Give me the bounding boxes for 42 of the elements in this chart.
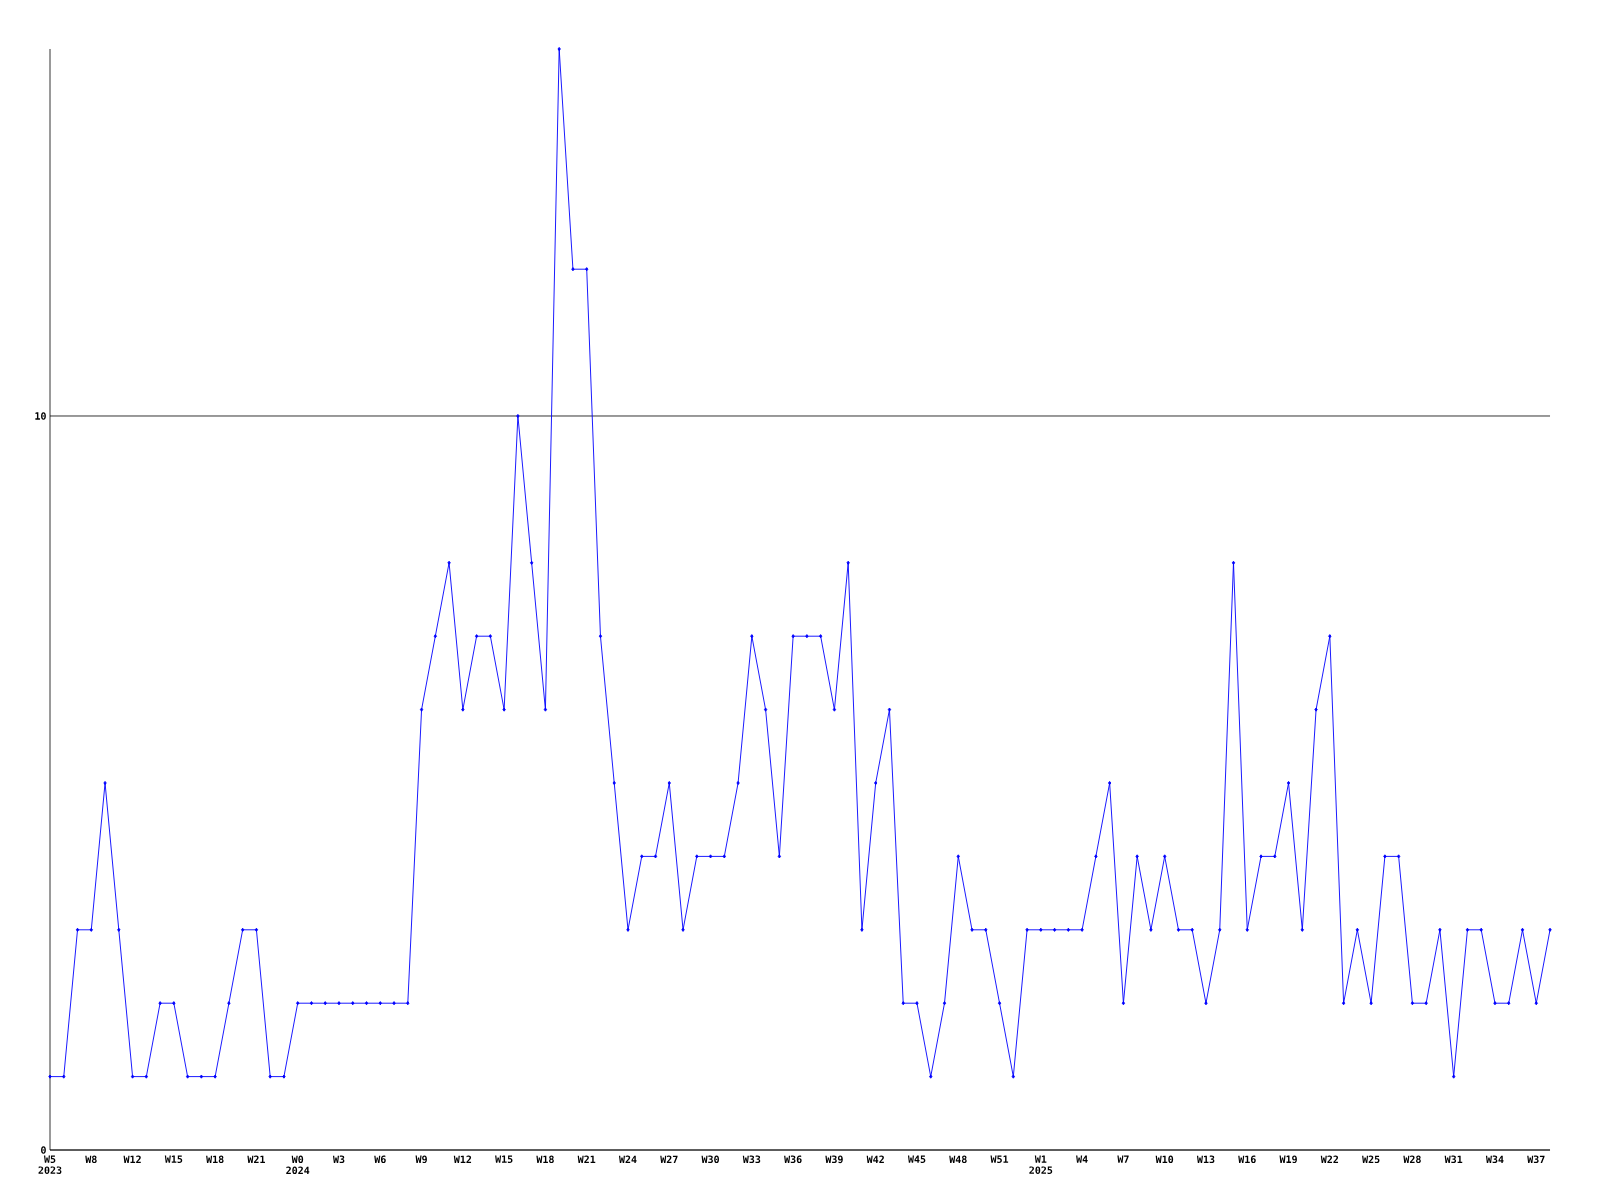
x-tick-label: W36 [784, 1155, 802, 1164]
text: 2024 [286, 1166, 310, 1175]
x-tick-label: W8 [85, 1155, 97, 1164]
text: 2023 [38, 1166, 62, 1174]
y-tick-label: 10 [35, 412, 46, 420]
x-tick-label: W21 [577, 1155, 596, 1163]
x-tick-label: W28 [1403, 1155, 1421, 1164]
x-tick-label: W16 [1238, 1155, 1256, 1164]
x-tick-label: W5 [43, 1155, 56, 1163]
x-tick-label: W6 [374, 1155, 386, 1164]
x-tick-label: W4 [1076, 1155, 1088, 1163]
x-tick-label: W27 [660, 1155, 678, 1163]
x-tick-label: W48 [949, 1155, 967, 1164]
x-tick-label: W39 [825, 1155, 843, 1164]
x-tick-label: W1 [1034, 1155, 1047, 1163]
x-tick-label: W12 [123, 1155, 141, 1163]
x-tick-label: W7 [1117, 1155, 1129, 1163]
x-tick-label: W24 [618, 1155, 637, 1163]
x-tick-label: W15 [164, 1155, 183, 1163]
x-tick-label: W10 [1155, 1155, 1174, 1164]
y-tick-label: 0 [41, 1146, 46, 1154]
x-tick-label: W0 [291, 1155, 304, 1164]
x-tick-label: W19 [1279, 1155, 1297, 1164]
x-tick-label: W37 [1527, 1155, 1545, 1164]
x-tick-label: W12 [453, 1155, 472, 1163]
x-tick-label: W33 [742, 1155, 761, 1164]
x-tick-label: W42 [866, 1155, 884, 1163]
x-tick-label: W21 [247, 1155, 265, 1163]
x-tick-label: W51 [990, 1155, 1009, 1163]
text: 2025 [1029, 1166, 1053, 1174]
x-tick-label: W13 [1196, 1155, 1215, 1164]
x-tick-label: W18 [536, 1155, 554, 1164]
x-tick-label: W15 [495, 1155, 513, 1163]
x-tick-label: W25 [1362, 1155, 1380, 1164]
x-tick-label: W18 [206, 1155, 224, 1164]
x-tick-label: W45 [907, 1155, 926, 1163]
x-tick-label: W30 [701, 1155, 719, 1164]
x-tick-label: W31 [1444, 1155, 1463, 1164]
x-tick-label: W22 [1320, 1155, 1339, 1163]
x-tick-label: W34 [1485, 1155, 1504, 1164]
x-tick-label: W9 [415, 1155, 427, 1164]
x-tick-label: W3 [332, 1155, 345, 1164]
